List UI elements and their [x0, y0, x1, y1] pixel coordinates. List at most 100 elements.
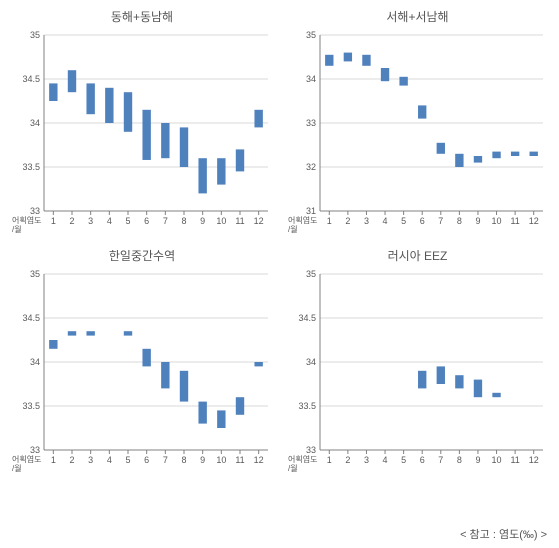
svg-text:3: 3 — [88, 455, 93, 465]
bar — [437, 143, 445, 154]
svg-text:33: 33 — [306, 118, 316, 128]
svg-text:1: 1 — [327, 455, 332, 465]
panel-title-1: 서해+서남해 — [286, 8, 549, 25]
bar — [399, 77, 407, 86]
svg-text:9: 9 — [200, 455, 205, 465]
svg-text:34: 34 — [306, 74, 316, 84]
panel-0: 동해+동남해 3333.53434.535123456789101112어획염도… — [10, 8, 274, 239]
svg-text:2: 2 — [345, 216, 350, 226]
svg-text:8: 8 — [181, 216, 186, 226]
svg-text:9: 9 — [475, 455, 480, 465]
bar — [161, 362, 169, 388]
bar — [236, 397, 244, 415]
bar — [105, 88, 113, 123]
bar — [254, 362, 262, 366]
bar — [455, 154, 463, 167]
bar — [362, 55, 370, 66]
svg-text:7: 7 — [438, 455, 443, 465]
svg-text:9: 9 — [200, 216, 205, 226]
svg-text:4: 4 — [107, 455, 112, 465]
svg-text:34: 34 — [30, 118, 40, 128]
svg-text:8: 8 — [457, 455, 462, 465]
svg-text:8: 8 — [181, 455, 186, 465]
bar — [254, 110, 262, 128]
svg-text:12: 12 — [254, 216, 264, 226]
svg-text:33.5: 33.5 — [22, 401, 40, 411]
bar — [142, 349, 150, 367]
bar — [492, 393, 500, 397]
bar — [217, 410, 225, 428]
chart-1: 3132333435123456789101112어획염도/월 — [286, 29, 549, 239]
bar — [86, 83, 94, 114]
svg-text:10: 10 — [492, 455, 502, 465]
svg-text:10: 10 — [216, 216, 226, 226]
bar — [68, 70, 76, 92]
svg-text:35: 35 — [306, 269, 316, 279]
bar — [492, 152, 500, 159]
svg-text:34: 34 — [30, 357, 40, 367]
svg-text:1: 1 — [51, 455, 56, 465]
svg-text:어획염도: 어획염도 — [12, 215, 41, 225]
svg-text:2: 2 — [69, 455, 74, 465]
svg-text:34.5: 34.5 — [22, 313, 40, 323]
bar — [49, 340, 57, 349]
svg-text:12: 12 — [254, 455, 264, 465]
panel-2: 한일중간수역 3333.53434.535123456789101112어획염도… — [10, 247, 274, 478]
bar — [217, 158, 225, 184]
svg-text:32: 32 — [306, 162, 316, 172]
svg-text:8: 8 — [457, 216, 462, 226]
svg-text:어획염도: 어획염도 — [12, 454, 41, 464]
bar — [124, 92, 132, 132]
svg-text:3: 3 — [88, 216, 93, 226]
svg-text:34.5: 34.5 — [298, 313, 316, 323]
svg-text:4: 4 — [107, 216, 112, 226]
svg-text:5: 5 — [401, 216, 406, 226]
svg-text:10: 10 — [216, 455, 226, 465]
bar — [198, 402, 206, 424]
svg-text:12: 12 — [529, 455, 539, 465]
bar — [198, 158, 206, 193]
panel-3: 러시아 EEZ 3333.53434.535123456789101112어획염… — [286, 247, 549, 478]
bar — [49, 83, 57, 101]
bar — [530, 152, 538, 156]
svg-text:1: 1 — [327, 216, 332, 226]
svg-text:11: 11 — [235, 216, 244, 226]
bar — [418, 105, 426, 118]
svg-text:어획염도: 어획염도 — [288, 215, 317, 225]
svg-text:31: 31 — [306, 206, 316, 216]
svg-text:35: 35 — [30, 269, 40, 279]
footer-note: < 참고 : 염도(‰) > — [460, 526, 547, 542]
svg-text:33: 33 — [30, 206, 40, 216]
bar — [180, 127, 188, 167]
bar — [437, 366, 445, 384]
svg-text:11: 11 — [510, 455, 519, 465]
svg-text:2: 2 — [345, 455, 350, 465]
svg-text:7: 7 — [163, 216, 168, 226]
bar — [236, 149, 244, 171]
svg-text:/월: /월 — [12, 463, 22, 473]
bar — [161, 123, 169, 158]
bar — [455, 375, 463, 388]
svg-text:33: 33 — [30, 445, 40, 455]
bar — [142, 110, 150, 160]
svg-text:/월: /월 — [12, 224, 22, 234]
svg-text:5: 5 — [401, 455, 406, 465]
svg-text:6: 6 — [144, 455, 149, 465]
svg-text:5: 5 — [125, 216, 130, 226]
svg-text:7: 7 — [438, 216, 443, 226]
svg-text:2: 2 — [69, 216, 74, 226]
svg-text:7: 7 — [163, 455, 168, 465]
svg-text:/월: /월 — [288, 224, 298, 234]
chart-0: 3333.53434.535123456789101112어획염도/월 — [10, 29, 274, 239]
bar — [68, 331, 76, 335]
svg-text:4: 4 — [383, 455, 388, 465]
bar — [474, 156, 482, 163]
bar — [474, 380, 482, 398]
panel-title-0: 동해+동남해 — [10, 8, 274, 25]
chart-grid: 동해+동남해 3333.53434.535123456789101112어획염도… — [0, 0, 559, 478]
svg-text:35: 35 — [30, 30, 40, 40]
bar — [180, 371, 188, 402]
bar — [86, 331, 94, 335]
bar — [325, 55, 333, 66]
svg-text:/월: /월 — [288, 463, 298, 473]
